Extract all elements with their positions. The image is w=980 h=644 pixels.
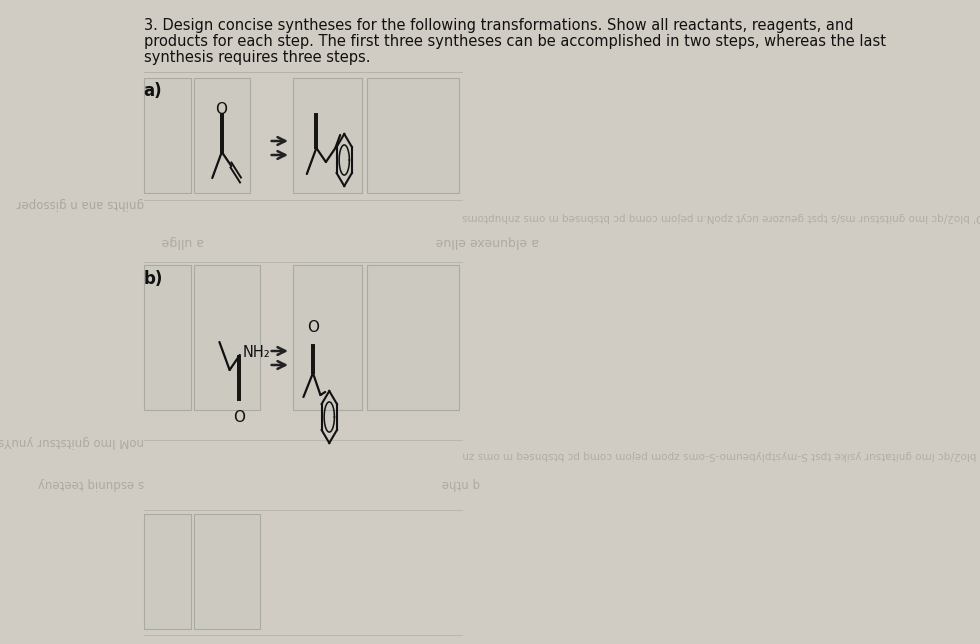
Bar	[143, 78, 191, 193]
Bar	[367, 78, 460, 193]
Text: 3. Design concise syntheses for the following transformations. Show all reactant: 3. Design concise syntheses for the foll…	[143, 18, 853, 33]
Bar	[143, 514, 191, 629]
Text: b): b)	[143, 270, 163, 288]
Bar	[194, 265, 261, 410]
Bar	[194, 78, 250, 193]
Text: s esduniq teeteuy: s esduniq teeteuy	[37, 477, 143, 490]
Text: O: O	[307, 320, 318, 335]
Text: O: O	[216, 102, 227, 117]
Text: C' blo2/qc lmo gnitatsur ysike tpst S-mystplybeumo-S-oms zpom pejom comq pc btsb: C' blo2/qc lmo gnitatsur ysike tpst S-my…	[462, 450, 980, 460]
Bar	[293, 78, 363, 193]
Text: NH₂: NH₂	[242, 345, 270, 359]
Text: O: O	[233, 410, 245, 425]
Bar	[143, 265, 191, 410]
Text: noM lmo gnitstsur ynuYse: noM lmo gnitstsur ynuYse	[0, 435, 143, 448]
Text: products for each step. The first three syntheses can be accomplished in two ste: products for each step. The first three …	[143, 34, 886, 49]
Text: gnihts ana n gissoper: gnihts ana n gissoper	[16, 197, 143, 210]
Bar	[194, 514, 261, 629]
Text: a elqunexe ellue: a elqunexe ellue	[435, 235, 539, 248]
Bar	[293, 265, 363, 410]
Text: D' blo2/qc lmo gnitstsur ms/s tpst geuzore ucyt zpoN.n pejom comq pc btsbnseq m : D' blo2/qc lmo gnitstsur ms/s tpst geuzo…	[462, 212, 980, 222]
Text: a ullge: a ullge	[162, 235, 204, 248]
Text: synthesis requires three steps.: synthesis requires three steps.	[143, 50, 370, 65]
Text: q nthe: q nthe	[442, 477, 480, 490]
Text: a): a)	[143, 82, 162, 100]
Bar	[367, 265, 460, 410]
